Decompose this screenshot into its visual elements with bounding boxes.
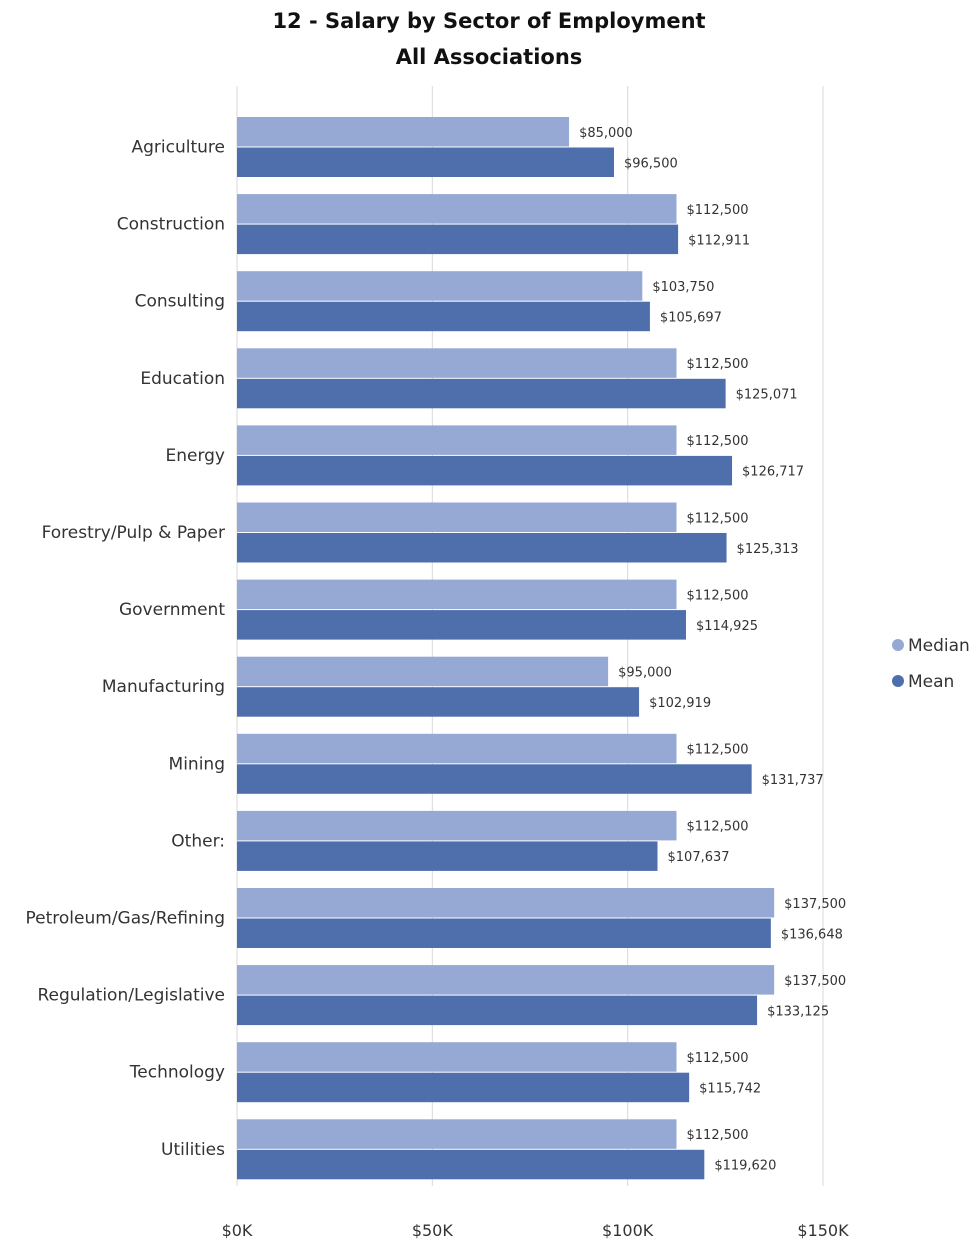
bar-median [237,348,677,378]
bar-mean [237,1072,690,1103]
data-label-mean: $119,620 [714,1159,776,1174]
bar-mean [237,841,658,871]
bar-median [237,888,775,918]
bar-mean [237,301,650,332]
data-label-median: $137,500 [784,897,846,912]
bar-mean [237,455,733,486]
bar-median [237,271,643,301]
category-label: Utilities [161,1140,225,1160]
bar-median [237,579,677,610]
data-label-mean: $136,648 [781,927,843,942]
legend: Median Mean [892,636,970,692]
data-label-mean: $107,637 [668,850,730,865]
bar-median [237,117,570,147]
category-label: Other: [171,831,225,851]
bar-median [237,810,677,841]
category-axis: Agriculture Construction Consulting Educati… [26,138,226,1160]
x-tick-label: $100K [602,1221,654,1240]
data-labels: $85,000 $96,500 $112,500 $112,911 $103,750 $1… [579,126,846,1174]
data-label-median: $112,500 [687,820,749,835]
data-label-mean: $115,742 [699,1081,761,1096]
data-label-median: $112,500 [687,203,749,218]
data-label-median: $112,500 [687,357,749,372]
data-label-median: $103,750 [652,280,714,295]
category-label: Forestry/Pulp & Paper [42,523,225,543]
data-label-mean: $112,911 [688,233,750,248]
legend-label-mean: Mean [908,672,954,692]
bar-mean [237,918,771,948]
data-label-median: $112,500 [687,511,749,526]
category-label: Technology [129,1063,225,1083]
bar-median [237,656,609,687]
bar-median [237,502,677,532]
data-label-median: $112,500 [687,1051,749,1066]
bar-mean [237,764,752,794]
legend-marker-mean [892,675,904,687]
category-label: Education [140,369,225,389]
legend-label-median: Median [908,636,970,656]
bar-mean [237,687,640,717]
data-label-median: $85,000 [579,126,633,141]
chart-title: 12 - Salary by Sector of Employment [272,9,705,33]
x-tick-label: $150K [797,1221,849,1240]
data-label-mean: $125,071 [736,388,798,403]
data-label-mean: $114,925 [696,619,758,634]
bar-mean [237,224,679,255]
bar-mean [237,378,726,409]
bar-median [237,733,677,764]
bar-mean [237,995,758,1026]
bar-median [237,194,677,224]
category-label: Construction [117,215,225,235]
category-label: Manufacturing [102,677,225,697]
category-label: Regulation/Legislative [37,986,225,1006]
data-label-median: $112,500 [687,1128,749,1143]
bar-median [237,965,775,995]
category-label: Consulting [135,292,225,312]
bar-median [237,1042,677,1072]
bar-mean [237,147,614,177]
category-label: Agriculture [132,138,226,158]
data-label-median: $112,500 [687,743,749,758]
x-tick-label: $50K [412,1221,454,1240]
category-label: Mining [169,754,225,774]
legend-marker-median [892,639,904,651]
bar-mean [237,610,686,640]
data-label-median: $112,500 [687,434,749,449]
data-label-mean: $102,919 [649,696,711,711]
x-tick-label: $0K [222,1221,253,1240]
bar-median [237,1119,677,1149]
data-label-mean: $105,697 [660,310,722,325]
data-label-mean: $131,737 [762,773,824,788]
category-label: Energy [165,446,225,466]
bar-mean [237,533,727,563]
data-label-mean: $125,313 [737,542,799,557]
data-label-mean: $133,125 [767,1004,829,1019]
bar-median [237,425,677,455]
chart-subtitle: All Associations [396,45,583,69]
data-label-median: $112,500 [687,588,749,603]
data-label-median: $137,500 [784,974,846,989]
bar-mean [237,1149,705,1180]
bars [237,117,775,1180]
value-axis: $0K $50K $100K $150K [222,1221,850,1240]
category-label: Government [119,600,225,620]
category-label: Petroleum/Gas/Refining [26,909,225,929]
data-label-median: $95,000 [618,665,672,680]
data-label-mean: $96,500 [624,156,678,171]
data-label-mean: $126,717 [742,465,804,480]
